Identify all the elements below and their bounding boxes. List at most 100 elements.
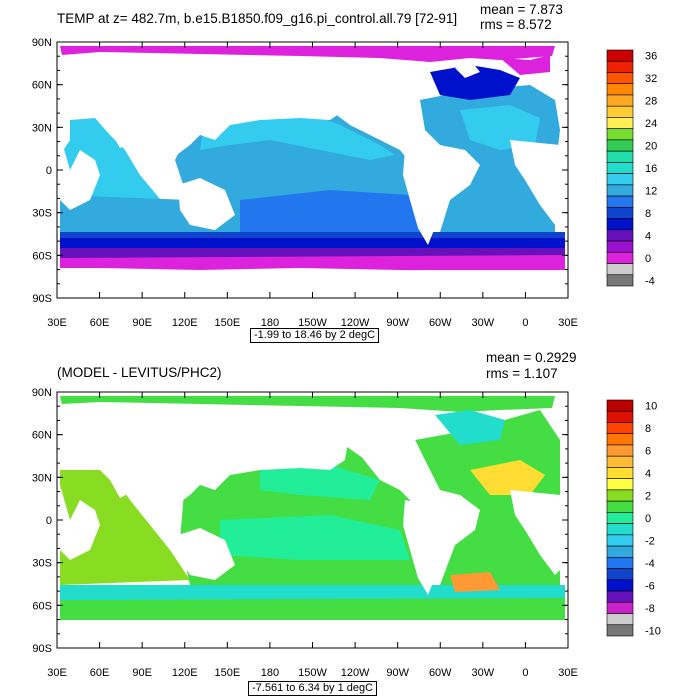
- bottom-colorbar-label: 10: [645, 401, 657, 413]
- bottom-atlantic-ocean: [415, 410, 560, 585]
- top-colorbar-swatch: [606, 150, 634, 163]
- lon-label: 120E: [172, 317, 198, 329]
- lon-label: 30W: [472, 317, 495, 329]
- bottom-colorbar-swatch: [606, 534, 634, 547]
- lon-label: 60W: [429, 317, 452, 329]
- bottom-land-eurasia: [60, 410, 350, 510]
- top-colorbar-label: 8: [645, 208, 651, 220]
- bottom-colorbar-swatch: [606, 433, 634, 446]
- top-land-south-america: [403, 150, 455, 245]
- bottom-colorbar-swatch: [606, 500, 634, 513]
- lon-label: 150E: [214, 317, 240, 329]
- lon-label: 150W: [298, 667, 327, 679]
- top-land-australia: [178, 178, 235, 230]
- bottom-colorbar-label: 8: [645, 423, 651, 435]
- bottom-colorbar-swatch: [606, 489, 634, 502]
- bottom-colorbar-swatch: [606, 545, 634, 558]
- lon-label: 30W: [472, 667, 495, 679]
- lon-label: 90W: [386, 317, 409, 329]
- lat-label: 90N: [32, 37, 52, 49]
- top-colorbar-label: 36: [645, 51, 657, 63]
- top-colorbar-swatch: [606, 94, 634, 107]
- top-colorbar-swatch: [606, 72, 634, 85]
- bottom-colorbar-swatch: [606, 579, 634, 592]
- top-colorbar-swatch: [606, 274, 634, 287]
- lat-label: 60N: [32, 80, 52, 92]
- panel-1-mean: mean = 7.873: [480, 2, 563, 17]
- panel-2-mean: mean = 0.2929: [486, 350, 577, 365]
- top-colorbar-swatch: [606, 49, 634, 62]
- top-colorbar-label: 24: [645, 118, 657, 130]
- top-colorbar-swatch: [606, 117, 634, 129]
- bottom-colorbar-swatch: [606, 557, 634, 569]
- lat-label: 60N: [32, 430, 52, 442]
- top-colorbar-label: 0: [645, 253, 651, 265]
- lon-label: 150W: [298, 317, 327, 329]
- bottom-land-antarctica: [60, 620, 565, 636]
- top-colorbar-swatch: [606, 218, 634, 231]
- top-colorbar-swatch: [606, 139, 634, 152]
- bottom-arctic-ocean: [60, 396, 555, 412]
- panel-2-title: (MODEL - LEVITUS/PHC2): [57, 365, 222, 380]
- lon-label: 180: [261, 317, 279, 329]
- lat-label: 60S: [32, 250, 52, 262]
- lon-label: 90E: [132, 667, 152, 679]
- bottom-colorbar-label: -10: [645, 625, 661, 637]
- top-land-antarctica: [60, 270, 565, 285]
- top-southern-ocean: [60, 255, 565, 272]
- bottom-colorbar-swatch: [606, 467, 634, 479]
- lon-label: 30E: [47, 667, 67, 679]
- lon-label: 30E: [47, 317, 67, 329]
- panel-2-range-box: -7.561 to 6.34 by 1 degC: [248, 681, 378, 696]
- bottom-colorbar-label: 0: [645, 513, 651, 525]
- lon-label: 60W: [429, 667, 452, 679]
- lon-label: 60E: [90, 317, 110, 329]
- bottom-colorbar-swatch: [606, 444, 634, 457]
- lat-label: 90N: [32, 387, 52, 399]
- bottom-colorbar-swatch: [606, 478, 634, 491]
- lon-label: 0: [522, 667, 528, 679]
- lat-label: 30N: [32, 472, 52, 484]
- top-colorbar-label: 28: [645, 96, 657, 108]
- bottom-map: [56, 391, 569, 649]
- top-colorbar-swatch: [606, 195, 634, 208]
- bottom-colorbar-label: -4: [645, 558, 655, 570]
- bottom-indian-ocean: [60, 470, 190, 585]
- lat-label: 30S: [32, 208, 52, 220]
- axes-layer: 90N 60N 30N 0 30S 60S 90S 30E 60E 90E 120E 150E 180 1…: [32, 37, 578, 679]
- bottom-land-north-america: [335, 420, 425, 500]
- bottom-colorbar-label: 6: [645, 446, 651, 458]
- bottom-land-africa-east: [510, 490, 565, 575]
- lat-label: 30S: [32, 558, 52, 570]
- bottom-colorbar-label: -2: [645, 535, 655, 547]
- top-colorbar-swatch: [606, 229, 634, 242]
- lon-label: 180: [261, 667, 279, 679]
- top-land-africa-east: [510, 140, 565, 225]
- top-land-eurasia: [60, 60, 350, 160]
- lat-label: 30N: [32, 122, 52, 134]
- bottom-colorbar-swatch: [606, 601, 634, 614]
- top-colorbar-label: 20: [645, 141, 657, 153]
- lon-label: 150E: [214, 667, 240, 679]
- lon-label: 120W: [341, 317, 370, 329]
- top-map: [56, 41, 569, 299]
- lon-label: 30E: [558, 317, 578, 329]
- bottom-land-south-america: [403, 500, 455, 595]
- top-colorbar-swatch: [606, 83, 634, 96]
- top-colorbar-swatch: [606, 263, 634, 276]
- top-land-north-america: [335, 70, 425, 150]
- bottom-colorbar-label: -6: [645, 580, 655, 592]
- lon-label: 90W: [386, 667, 409, 679]
- top-colorbar-swatch: [606, 105, 634, 118]
- lat-label: 0: [46, 515, 52, 527]
- bottom-colorbar-swatch: [606, 613, 634, 626]
- panel-1-range-box: -1.99 to 18.46 by 2 degC: [250, 328, 380, 343]
- top-colorbar-swatch: [606, 251, 634, 264]
- bottom-colorbar-label: 4: [645, 468, 651, 480]
- lat-label: 90S: [32, 643, 52, 655]
- bottom-colorbar-swatch: [606, 590, 634, 603]
- bottom-colorbar-label: 2: [645, 491, 651, 503]
- top-colorbar-label: 32: [645, 73, 657, 85]
- bottom-land-australia: [178, 528, 235, 580]
